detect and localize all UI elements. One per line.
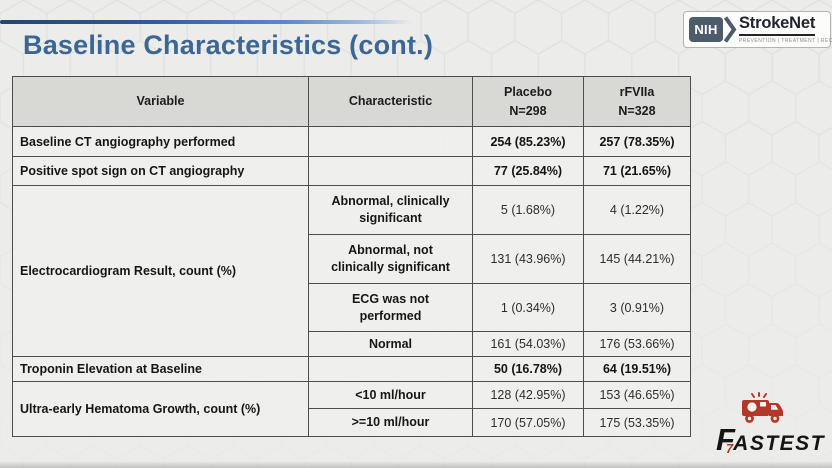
table-row: Electrocardiogram Result, count (%) Abno… <box>12 185 691 357</box>
characteristic-cell: Normal <box>308 331 473 357</box>
variable-cell: Baseline CT angiography performed <box>12 126 309 157</box>
page-title: Baseline Characteristics (cont.) <box>23 30 434 60</box>
variable-cell: Ultra-early Hematoma Growth, count (%) <box>12 381 309 437</box>
nih-logo-text: StrokeNet PREVENTION | TREATMENT | RECOV… <box>739 15 832 44</box>
characteristic-cell: >=10 ml/hour <box>308 408 473 437</box>
rfviia-value-cell: 153 (46.65%) <box>583 381 691 409</box>
placebo-value-cell: 77 (25.84%) <box>472 156 584 186</box>
nih-strokenet-logo: NIH StrokeNet PREVENTION | TREATMENT | R… <box>683 11 832 48</box>
table-row: Troponin Elevation at Baseline 50 (16.78… <box>12 356 691 382</box>
placebo-value-cell: 131 (43.96%) <box>472 234 584 284</box>
col-header-placebo-n: N=298 <box>509 103 547 118</box>
rfviia-value-cell: 4 (1.22%) <box>583 185 691 235</box>
characteristic-cell: Abnormal, clinically significant <box>308 185 473 235</box>
fastest-rest-letters: ASTEST <box>733 432 825 455</box>
placebo-value-cell: 50 (16.78%) <box>472 356 584 382</box>
table-row: >=10 ml/hour 170 (57.05%) 175 (53.35%) <box>13 408 691 437</box>
nih-badge: NIH <box>689 17 723 42</box>
rfviia-value-cell: 257 (78.35%) <box>583 126 691 157</box>
variable-cell: Positive spot sign on CT angiography <box>12 156 309 186</box>
col-header-rfviia-n: N=328 <box>618 103 656 118</box>
baseline-characteristics-table: Variable Characteristic Placebo N=298 rF… <box>12 76 691 437</box>
rfviia-value-cell: 71 (21.65%) <box>583 156 691 186</box>
title-accent-bar <box>0 20 412 24</box>
table-row: Positive spot sign on CT angiography 77 … <box>12 156 691 186</box>
rfviia-value-cell: 175 (53.35%) <box>583 408 691 437</box>
rfviia-value-cell: 64 (19.51%) <box>583 356 691 382</box>
col-header-placebo: Placebo N=298 <box>472 76 584 127</box>
table-row: Baseline CT angiography performed 254 (8… <box>12 126 691 157</box>
rfviia-value-cell: 145 (44.21%) <box>583 234 691 284</box>
placebo-value-cell: 1 (0.34%) <box>472 283 584 332</box>
ambulance-icon <box>742 392 784 423</box>
bottom-shadow-edge <box>0 461 832 468</box>
col-header-variable: Variable <box>12 76 309 127</box>
rfviia-value-cell: 3 (0.91%) <box>583 283 691 332</box>
characteristic-cell: <10 ml/hour <box>308 381 473 409</box>
fastest-subscript-7: 7 <box>725 441 734 456</box>
table-row: Ultra-early Hematoma Growth, count (%) <… <box>12 381 691 437</box>
table-row: Abnormal, not clinically significant 131… <box>13 234 691 284</box>
characteristic-cell <box>308 356 473 382</box>
table-row: ECG was not performed 1 (0.34%) 3 (0.91%… <box>13 283 691 332</box>
col-header-characteristic: Characteristic <box>308 76 473 127</box>
placebo-value-cell: 170 (57.05%) <box>472 408 584 437</box>
col-header-rfviia-label: rFVIIa <box>619 85 655 100</box>
table-row: Normal 161 (54.03%) 176 (53.66%) <box>13 331 691 357</box>
characteristic-cell <box>308 126 473 157</box>
fastest-trial-logo: F7ASTEST <box>716 392 825 455</box>
table-header-row: Variable Characteristic Placebo N=298 rF… <box>12 76 691 127</box>
characteristic-cell: ECG was not performed <box>308 283 473 332</box>
strokenet-wordmark: StrokeNet <box>739 15 815 36</box>
variable-cell: Electrocardiogram Result, count (%) <box>12 185 309 357</box>
characteristic-cell: Abnormal, not clinically significant <box>308 234 473 284</box>
col-header-rfviia: rFVIIa N=328 <box>583 76 691 127</box>
fastest-letter-f: F <box>715 422 735 457</box>
col-header-placebo-label: Placebo <box>504 85 552 100</box>
strokenet-tagline: PREVENTION | TREATMENT | RECOVERY <box>739 37 832 44</box>
chevron-right-icon <box>724 16 737 43</box>
data-table: Variable Characteristic Placebo N=298 rF… <box>12 76 691 437</box>
placebo-value-cell: 161 (54.03%) <box>472 331 584 357</box>
fastest-wordmark: F7ASTEST <box>716 424 825 455</box>
rfviia-value-cell: 176 (53.66%) <box>583 331 691 357</box>
placebo-value-cell: 5 (1.68%) <box>472 185 584 235</box>
variable-cell: Troponin Elevation at Baseline <box>12 356 309 382</box>
placebo-value-cell: 254 (85.23%) <box>472 126 584 157</box>
characteristic-cell <box>308 156 473 186</box>
placebo-value-cell: 128 (42.95%) <box>472 381 584 409</box>
